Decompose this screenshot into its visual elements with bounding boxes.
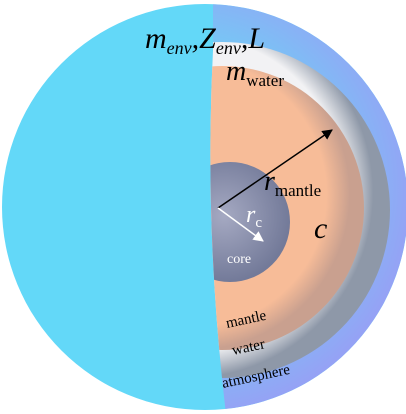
cutaway [210,4,406,410]
mantle-radius-label: rmantle [264,166,321,200]
c-label: c [314,212,327,245]
core-radius-label: rc [246,202,262,231]
mantle-radius-arrow [217,129,333,209]
water-mass-label: mwater [226,56,284,90]
core-label: core [227,252,251,267]
envelope-label: menv,Zenv,L [145,22,265,58]
core-radius-arrow [217,207,264,242]
water-label: water [231,336,267,359]
core-layer [210,162,290,282]
